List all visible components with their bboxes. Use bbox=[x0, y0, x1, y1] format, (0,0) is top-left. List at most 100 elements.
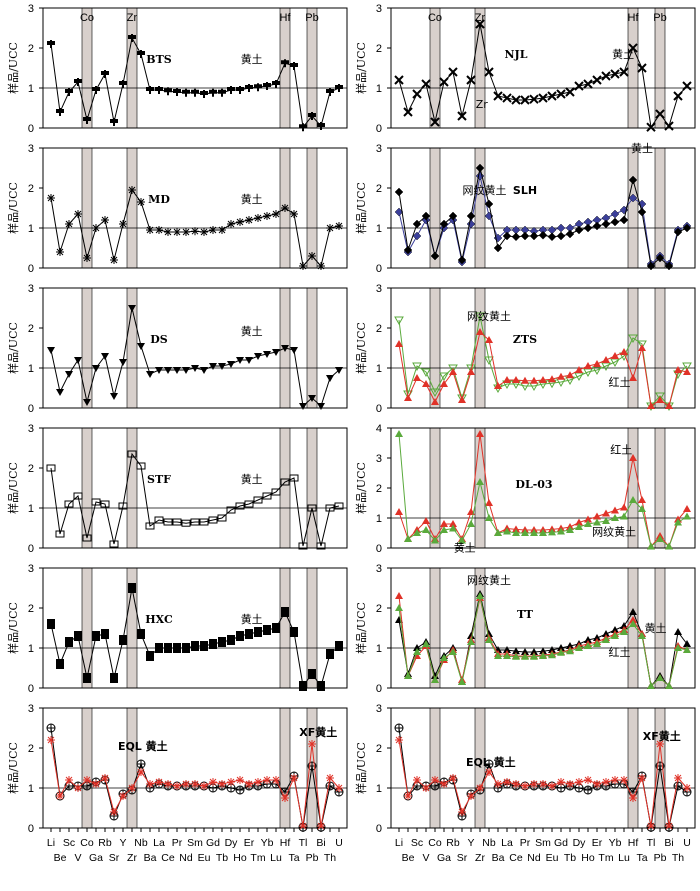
x-tick-label-la: La bbox=[501, 837, 513, 849]
data-point-co bbox=[431, 672, 439, 679]
data-point-y bbox=[467, 792, 475, 800]
data-point-pr bbox=[521, 782, 529, 790]
data-point-ga bbox=[440, 526, 448, 533]
y-axis-label: 样品/UCC bbox=[354, 602, 368, 654]
highlight-band-hf bbox=[627, 707, 639, 829]
data-point-ta bbox=[637, 340, 647, 350]
x-tick-label-gd: Gd bbox=[206, 837, 220, 849]
data-point-er bbox=[593, 518, 601, 526]
data-point-pb bbox=[308, 252, 316, 260]
data-point-lu bbox=[272, 349, 280, 356]
data-point-v bbox=[421, 211, 431, 221]
band-label-pb: Pb bbox=[305, 12, 318, 24]
data-point-y bbox=[119, 635, 127, 645]
data-point-gd bbox=[556, 89, 566, 99]
x-tick-label-gd: Gd bbox=[554, 837, 568, 849]
data-point-bi bbox=[317, 822, 325, 830]
data-point-tl bbox=[299, 262, 307, 270]
data-point-sc bbox=[412, 231, 422, 241]
annotation-label: SLH bbox=[513, 184, 537, 197]
data-point-tb bbox=[218, 88, 226, 97]
data-point-eu bbox=[200, 782, 208, 790]
y-tick-label: 3 bbox=[28, 563, 34, 575]
data-point-hf bbox=[629, 454, 637, 461]
data-point-ga bbox=[92, 780, 100, 788]
data-point-nb bbox=[485, 768, 493, 776]
data-point-la bbox=[503, 652, 511, 659]
data-point-sc bbox=[413, 529, 421, 536]
data-point-yb bbox=[610, 217, 620, 227]
data-point-sm bbox=[539, 647, 547, 655]
data-point-ce bbox=[164, 643, 172, 653]
highlight-band-hf bbox=[279, 427, 291, 549]
data-point-pr bbox=[521, 648, 529, 655]
data-point-rb bbox=[448, 67, 458, 77]
highlight-band-hf bbox=[279, 7, 291, 129]
x-tick-label-sc: Sc bbox=[411, 837, 423, 849]
data-point-ho bbox=[584, 642, 592, 649]
data-point-nb bbox=[485, 499, 493, 506]
panel-frame bbox=[390, 7, 696, 129]
data-point-u bbox=[335, 222, 343, 230]
data-point-li bbox=[394, 75, 404, 85]
y-tick-label: 3 bbox=[376, 703, 382, 715]
data-point-bi bbox=[664, 121, 674, 131]
x-tick-label-tl: Tl bbox=[299, 837, 308, 849]
data-point-ce bbox=[512, 376, 520, 383]
x-tick-label-bi: Bi bbox=[664, 837, 673, 849]
data-point-pb bbox=[308, 395, 316, 402]
data-point-y bbox=[466, 364, 476, 374]
highlight-band-zr bbox=[126, 707, 138, 829]
data-point-yb bbox=[611, 632, 619, 639]
highlight-band-hf bbox=[627, 7, 639, 129]
data-point-lu bbox=[272, 210, 280, 218]
data-point-ga bbox=[440, 380, 448, 387]
data-point-pb bbox=[656, 674, 664, 681]
data-point-th bbox=[674, 774, 682, 782]
data-point-rb bbox=[448, 211, 458, 221]
highlight-band-co bbox=[81, 147, 93, 269]
data-point-rb bbox=[449, 368, 457, 375]
data-point-tm bbox=[602, 636, 610, 643]
data-point-tl bbox=[647, 542, 655, 550]
x-tick-label-y: Y bbox=[467, 837, 474, 849]
data-point-er bbox=[245, 357, 253, 364]
data-point-ho bbox=[236, 631, 244, 641]
data-point-pb bbox=[308, 740, 316, 748]
x-tick-label-la: La bbox=[153, 837, 165, 849]
data-point-sm bbox=[191, 88, 199, 97]
x-tick-label-li: Li bbox=[47, 837, 55, 849]
data-point-sr bbox=[458, 396, 466, 403]
site-label: BTS bbox=[146, 53, 171, 66]
data-point-th bbox=[325, 504, 335, 512]
data-point-th bbox=[326, 88, 334, 96]
y-axis-label: 样品/UCC bbox=[354, 742, 368, 794]
data-point-th bbox=[326, 774, 334, 782]
y-axis-label: 样品/UCC bbox=[354, 462, 368, 514]
data-point-ce bbox=[164, 87, 172, 96]
y-tick-label: 0 bbox=[376, 123, 382, 135]
data-point-ce bbox=[511, 232, 521, 242]
y-tick-label: 3 bbox=[28, 423, 34, 435]
data-point-nb bbox=[136, 462, 146, 470]
data-point-sr bbox=[458, 536, 466, 544]
data-point-li bbox=[47, 347, 55, 354]
data-point-pr bbox=[173, 782, 181, 790]
y-tick-label: 1 bbox=[376, 643, 382, 655]
data-point-la bbox=[155, 226, 163, 234]
series-0 bbox=[47, 583, 343, 691]
data-point-rb bbox=[449, 648, 457, 655]
data-point-th bbox=[326, 224, 334, 232]
data-point-pb bbox=[308, 112, 316, 120]
data-point-gd bbox=[557, 372, 565, 380]
data-point-gd bbox=[556, 231, 566, 241]
annotation-label: 红土 bbox=[609, 376, 631, 389]
data-point-gd bbox=[209, 226, 217, 234]
y-axis-label: 样品/UCC bbox=[6, 182, 20, 234]
data-point-hf bbox=[629, 496, 637, 503]
highlight-band-co bbox=[81, 427, 93, 549]
data-point-tb bbox=[565, 87, 575, 97]
data-point-zr bbox=[475, 19, 485, 29]
data-point-v bbox=[422, 517, 430, 524]
data-point-sr bbox=[457, 394, 467, 404]
